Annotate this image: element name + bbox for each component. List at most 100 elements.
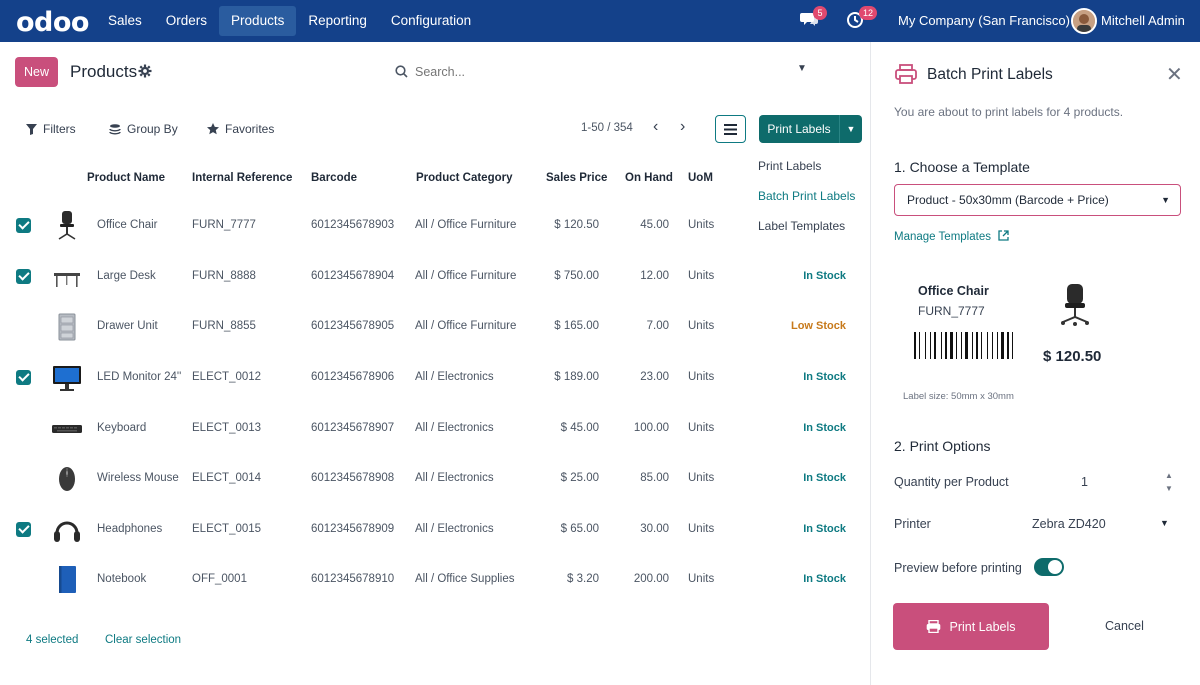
barcode-bar (958, 332, 960, 359)
cell-sales-price: $ 25.00 (560, 472, 599, 484)
menu-item-label-templates[interactable]: Label Templates (758, 219, 846, 233)
print-labels-button[interactable]: Print Labels (759, 115, 839, 143)
manage-templates-label: Manage Templates (894, 231, 991, 243)
stock-status-badge: In Stock (803, 523, 846, 535)
table-row[interactable]: Headphones ELECT_0015 6012345678909 All / E… (0, 505, 870, 555)
print-labels-dropdown-toggle[interactable]: ▼ (839, 115, 862, 143)
list-icon (724, 123, 737, 135)
row-checkbox[interactable] (16, 370, 31, 385)
user-avatar[interactable] (1071, 8, 1097, 34)
company-switcher[interactable]: My Company (San Francisco) (898, 13, 1070, 28)
cell-product-category: All / Office Supplies (415, 573, 515, 585)
print-labels-submit-button[interactable]: Print Labels (893, 603, 1049, 650)
barcode-bar (997, 332, 998, 359)
panel-subtitle: You are about to print labels for 4 prod… (894, 105, 1124, 119)
cell-internal-reference: FURN_8855 (192, 320, 256, 332)
messages-button[interactable]: 5 (800, 6, 827, 30)
cell-internal-reference: ELECT_0015 (192, 523, 262, 535)
column-header-product-name[interactable]: Product Name (87, 172, 165, 184)
activities-badge: 12 (859, 6, 878, 20)
barcode-bar (921, 332, 924, 359)
cell-product-category: All / Electronics (415, 371, 494, 383)
quantity-input[interactable]: 1 (1081, 475, 1088, 489)
nav-item-reporting[interactable]: Reporting (308, 13, 367, 28)
row-checkbox[interactable] (16, 522, 31, 537)
cell-product-name: Headphones (97, 523, 163, 535)
cell-uom: Units (688, 573, 715, 585)
group-by-button[interactable]: Group By (109, 122, 178, 136)
printer-label: Printer (894, 517, 931, 531)
barcode-bar (974, 332, 975, 359)
cell-sales-price: $ 3.20 (567, 573, 599, 585)
barcode-bar (956, 332, 957, 359)
preview-toggle[interactable] (1034, 558, 1064, 576)
barcode-bar (989, 332, 991, 359)
row-checkbox[interactable] (16, 269, 31, 284)
cell-uom: Units (688, 320, 715, 332)
stock-status-badge: In Stock (803, 573, 846, 585)
clear-selection-link[interactable]: Clear selection (105, 634, 182, 646)
app-logo[interactable]: odoo (16, 7, 89, 38)
table-row[interactable]: Office Chair FURN_7777 6012345678903 All / … (0, 201, 870, 251)
filters-button[interactable]: Filters (26, 122, 76, 136)
column-header-internal-reference[interactable]: Internal Reference (192, 172, 293, 184)
column-header-on-hand[interactable]: On Hand (625, 172, 673, 184)
table-row[interactable]: Large Desk FURN_8888 6012345678904 All / Of… (0, 252, 870, 302)
barcode-bar (999, 332, 1000, 359)
table-row[interactable]: Keyboard ELECT_0013 6012345678907 All / Ele… (0, 404, 870, 454)
cancel-button[interactable]: Cancel (1105, 619, 1144, 633)
barcode-bar (950, 332, 953, 359)
table-row[interactable]: Drawer Unit FURN_8855 6012345678905 All / O… (0, 302, 870, 352)
manage-templates-link[interactable]: Manage Templates (894, 230, 1009, 243)
activities-button[interactable]: 12 (846, 6, 878, 30)
barcode-bar (983, 332, 986, 359)
nav-item-configuration[interactable]: Configuration (390, 13, 472, 28)
close-icon[interactable]: ✕ (1166, 64, 1183, 86)
product-image (50, 563, 84, 597)
list-view-button[interactable] (715, 115, 746, 143)
table-row[interactable]: LED Monitor 24'' ELECT_0012 6012345678906 A… (0, 353, 870, 403)
row-checkbox[interactable] (16, 218, 31, 233)
favorites-button[interactable]: Favorites (207, 122, 274, 136)
barcode-bar (930, 332, 931, 359)
menu-item-batch-print-labels[interactable]: Batch Print Labels (758, 189, 856, 203)
search-input[interactable] (415, 60, 785, 84)
gear-icon[interactable] (138, 64, 152, 78)
nav-item-orders[interactable]: Orders (165, 13, 208, 28)
barcode-bar (954, 332, 955, 359)
new-button[interactable]: New (15, 57, 58, 87)
cell-barcode: 6012345678906 (311, 371, 395, 383)
column-header-uom[interactable]: UoM (688, 172, 713, 184)
pager-next-icon[interactable]: › (680, 118, 686, 135)
column-header-product-category[interactable]: Product Category (416, 172, 513, 184)
table-row[interactable]: Notebook OFF_0001 6012345678910 All / Offic… (0, 555, 870, 605)
search-options-caret-icon[interactable]: ▼ (797, 63, 807, 74)
pager-previous-icon[interactable]: ‹ (653, 118, 659, 135)
barcode-bar (934, 332, 936, 359)
cell-sales-price: $ 189.00 (554, 371, 599, 383)
selected-count: 4 selected (26, 634, 79, 646)
user-menu[interactable]: Mitchell Admin (1101, 13, 1185, 28)
barcode-bar (979, 332, 980, 359)
table-row[interactable]: Wireless Mouse ELECT_0014 6012345678908 All… (0, 454, 870, 504)
column-header-barcode[interactable]: Barcode (311, 172, 358, 184)
cell-barcode: 6012345678908 (311, 472, 395, 484)
template-select[interactable]: Product - 50x30mm (Barcode + Price) ▼ (894, 184, 1181, 216)
spinner-up-icon[interactable]: ▲ (1165, 471, 1173, 480)
template-select-value: Product - 50x30mm (Barcode + Price) (907, 193, 1109, 207)
column-header-sales-price[interactable]: Sales Price (546, 172, 608, 184)
printer-select[interactable]: Zebra ZD420 (1032, 517, 1106, 531)
nav-item-sales[interactable]: Sales (108, 13, 142, 28)
product-image (50, 361, 84, 395)
barcode-bar (927, 332, 929, 359)
nav-item-products[interactable]: Products (219, 6, 297, 36)
product-image (50, 462, 84, 496)
menu-item-print-labels[interactable]: Print Labels (758, 159, 822, 173)
barcode-bar (914, 332, 916, 359)
product-image (50, 412, 84, 446)
chevron-down-icon[interactable]: ▼ (1160, 518, 1169, 528)
cell-product-name: Notebook (97, 573, 147, 585)
barcode-bar (941, 332, 942, 359)
pager-value[interactable]: 1-50 / 354 (581, 122, 633, 134)
spinner-down-icon[interactable]: ▼ (1165, 484, 1173, 493)
